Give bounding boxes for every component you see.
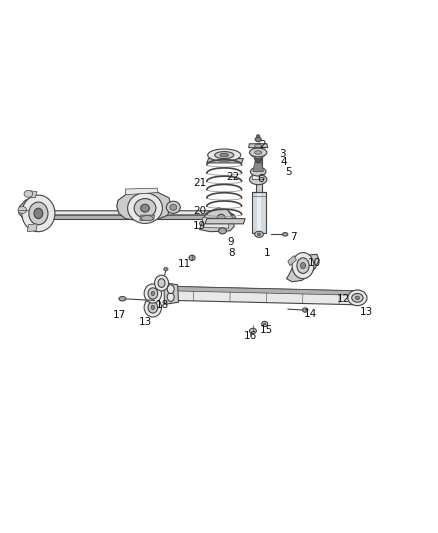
- Text: 13: 13: [360, 307, 373, 317]
- Polygon shape: [23, 211, 30, 220]
- Polygon shape: [164, 282, 179, 304]
- Ellipse shape: [170, 204, 177, 211]
- Text: 18: 18: [156, 300, 169, 310]
- Ellipse shape: [217, 214, 225, 221]
- Polygon shape: [205, 219, 245, 224]
- Polygon shape: [28, 191, 37, 198]
- Polygon shape: [288, 256, 297, 265]
- Text: 7: 7: [290, 232, 297, 242]
- Text: 2: 2: [259, 140, 266, 150]
- Ellipse shape: [256, 135, 260, 137]
- Ellipse shape: [144, 284, 162, 303]
- Ellipse shape: [18, 206, 27, 213]
- Ellipse shape: [158, 279, 165, 287]
- Text: 4: 4: [280, 157, 287, 167]
- Ellipse shape: [144, 298, 162, 317]
- Text: 14: 14: [304, 309, 317, 319]
- Text: 17: 17: [113, 310, 127, 320]
- Text: 16: 16: [244, 331, 257, 341]
- Ellipse shape: [29, 202, 48, 225]
- Ellipse shape: [167, 285, 174, 294]
- Polygon shape: [207, 158, 244, 163]
- Polygon shape: [174, 287, 357, 295]
- Ellipse shape: [283, 232, 288, 236]
- Polygon shape: [28, 224, 37, 232]
- Ellipse shape: [164, 268, 168, 271]
- Ellipse shape: [254, 231, 263, 237]
- Polygon shape: [256, 149, 262, 192]
- Polygon shape: [175, 287, 357, 305]
- Ellipse shape: [215, 151, 234, 158]
- Text: 6: 6: [257, 174, 264, 184]
- Ellipse shape: [254, 154, 261, 163]
- Ellipse shape: [250, 328, 256, 334]
- Polygon shape: [23, 211, 234, 215]
- Ellipse shape: [134, 199, 156, 218]
- Polygon shape: [28, 215, 237, 220]
- Polygon shape: [199, 208, 234, 232]
- Ellipse shape: [254, 151, 261, 154]
- Ellipse shape: [141, 204, 149, 212]
- Ellipse shape: [189, 255, 195, 261]
- Ellipse shape: [151, 292, 155, 296]
- Ellipse shape: [34, 208, 43, 219]
- Ellipse shape: [355, 296, 360, 300]
- Ellipse shape: [257, 233, 261, 236]
- Polygon shape: [140, 215, 155, 221]
- Ellipse shape: [155, 275, 169, 291]
- Polygon shape: [19, 197, 51, 224]
- Polygon shape: [117, 192, 171, 221]
- Text: 15: 15: [260, 325, 273, 335]
- Ellipse shape: [24, 190, 33, 197]
- Ellipse shape: [297, 258, 309, 273]
- Ellipse shape: [148, 302, 158, 313]
- Polygon shape: [202, 218, 229, 228]
- Ellipse shape: [127, 193, 162, 223]
- Ellipse shape: [250, 174, 267, 184]
- Ellipse shape: [255, 137, 261, 142]
- Ellipse shape: [352, 294, 363, 302]
- Text: 13: 13: [138, 317, 152, 327]
- Polygon shape: [125, 188, 158, 195]
- Ellipse shape: [141, 215, 153, 221]
- Text: 10: 10: [308, 258, 321, 268]
- Ellipse shape: [22, 195, 55, 232]
- Ellipse shape: [166, 201, 180, 213]
- Ellipse shape: [119, 296, 126, 301]
- Text: 12: 12: [337, 294, 350, 304]
- Text: 22: 22: [226, 172, 240, 182]
- Ellipse shape: [292, 253, 314, 279]
- Polygon shape: [253, 162, 263, 172]
- Ellipse shape: [219, 228, 226, 234]
- Text: 21: 21: [193, 178, 206, 188]
- Ellipse shape: [250, 148, 267, 157]
- Polygon shape: [252, 173, 264, 180]
- Ellipse shape: [256, 143, 262, 148]
- Ellipse shape: [252, 152, 265, 158]
- Polygon shape: [286, 254, 319, 282]
- Ellipse shape: [263, 323, 266, 325]
- Ellipse shape: [151, 305, 155, 310]
- Ellipse shape: [167, 293, 174, 301]
- Ellipse shape: [148, 288, 158, 299]
- Polygon shape: [257, 192, 261, 233]
- Text: 8: 8: [229, 248, 235, 259]
- Text: 1: 1: [264, 248, 270, 259]
- Text: 20: 20: [193, 206, 206, 216]
- Text: 19: 19: [193, 221, 206, 231]
- Ellipse shape: [300, 263, 306, 269]
- Ellipse shape: [220, 154, 229, 157]
- Ellipse shape: [261, 321, 268, 327]
- Text: 5: 5: [285, 167, 292, 176]
- Text: 3: 3: [279, 149, 286, 159]
- Text: 11: 11: [177, 260, 191, 269]
- Ellipse shape: [348, 290, 367, 305]
- Ellipse shape: [303, 308, 308, 312]
- Ellipse shape: [208, 149, 241, 161]
- Polygon shape: [252, 192, 266, 233]
- Polygon shape: [249, 144, 268, 148]
- Ellipse shape: [251, 167, 266, 176]
- Text: 9: 9: [228, 237, 234, 247]
- Ellipse shape: [254, 144, 261, 148]
